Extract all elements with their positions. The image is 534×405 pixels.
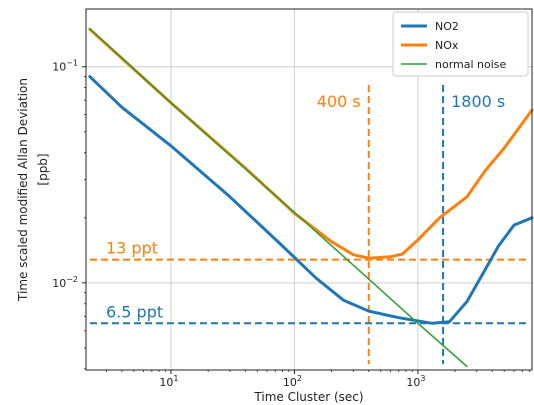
y-tick-exponent: −2 <box>66 275 78 284</box>
series-line-no2 <box>88 75 534 325</box>
reference-label: 6.5 ppt <box>106 302 163 321</box>
x-tick-label: 101 <box>159 374 178 389</box>
legend: NO2 NOx normal noise <box>392 11 529 77</box>
y-tick-exponent: −1 <box>66 59 78 68</box>
reference-label: 1800 s <box>451 92 505 111</box>
x-tick-base: 10 <box>283 376 297 389</box>
reference-label: 400 s <box>317 92 361 111</box>
x-tick-label: 102 <box>283 374 302 389</box>
x-tick-base: 10 <box>406 376 420 389</box>
x-tick-exponent: 1 <box>173 374 178 383</box>
x-tick-exponent: 3 <box>420 374 425 383</box>
legend-box <box>392 11 529 77</box>
legend-entry-label: NO2 <box>435 20 459 33</box>
x-tick-label: 103 <box>406 374 425 389</box>
y-tick-label: 10−1 <box>52 59 78 74</box>
data-series <box>88 27 534 368</box>
y-tick-base: 10 <box>52 61 66 74</box>
legend-entry-label: normal noise <box>435 58 507 71</box>
x-tick-base: 10 <box>159 376 173 389</box>
x-tick-exponent: 2 <box>297 374 302 383</box>
y-tick-base: 10 <box>52 277 66 290</box>
y-axis-label-line2: [ppb] <box>36 153 50 185</box>
y-axis-label-line1: Time scaled modified Allan Deviation <box>16 78 30 302</box>
reference-label: 13 ppt <box>106 239 158 258</box>
reference-lines <box>90 85 528 364</box>
legend-entry-label: NOx <box>435 39 459 52</box>
reference-annotations: 400 s 1800 s 13 ppt 6.5 ppt <box>106 92 505 321</box>
series-line-normal-noise <box>89 27 468 368</box>
x-axis-label: Time Cluster (sec) <box>253 390 363 404</box>
y-tick-label: 10−2 <box>52 275 78 290</box>
plot-frame <box>85 8 533 371</box>
